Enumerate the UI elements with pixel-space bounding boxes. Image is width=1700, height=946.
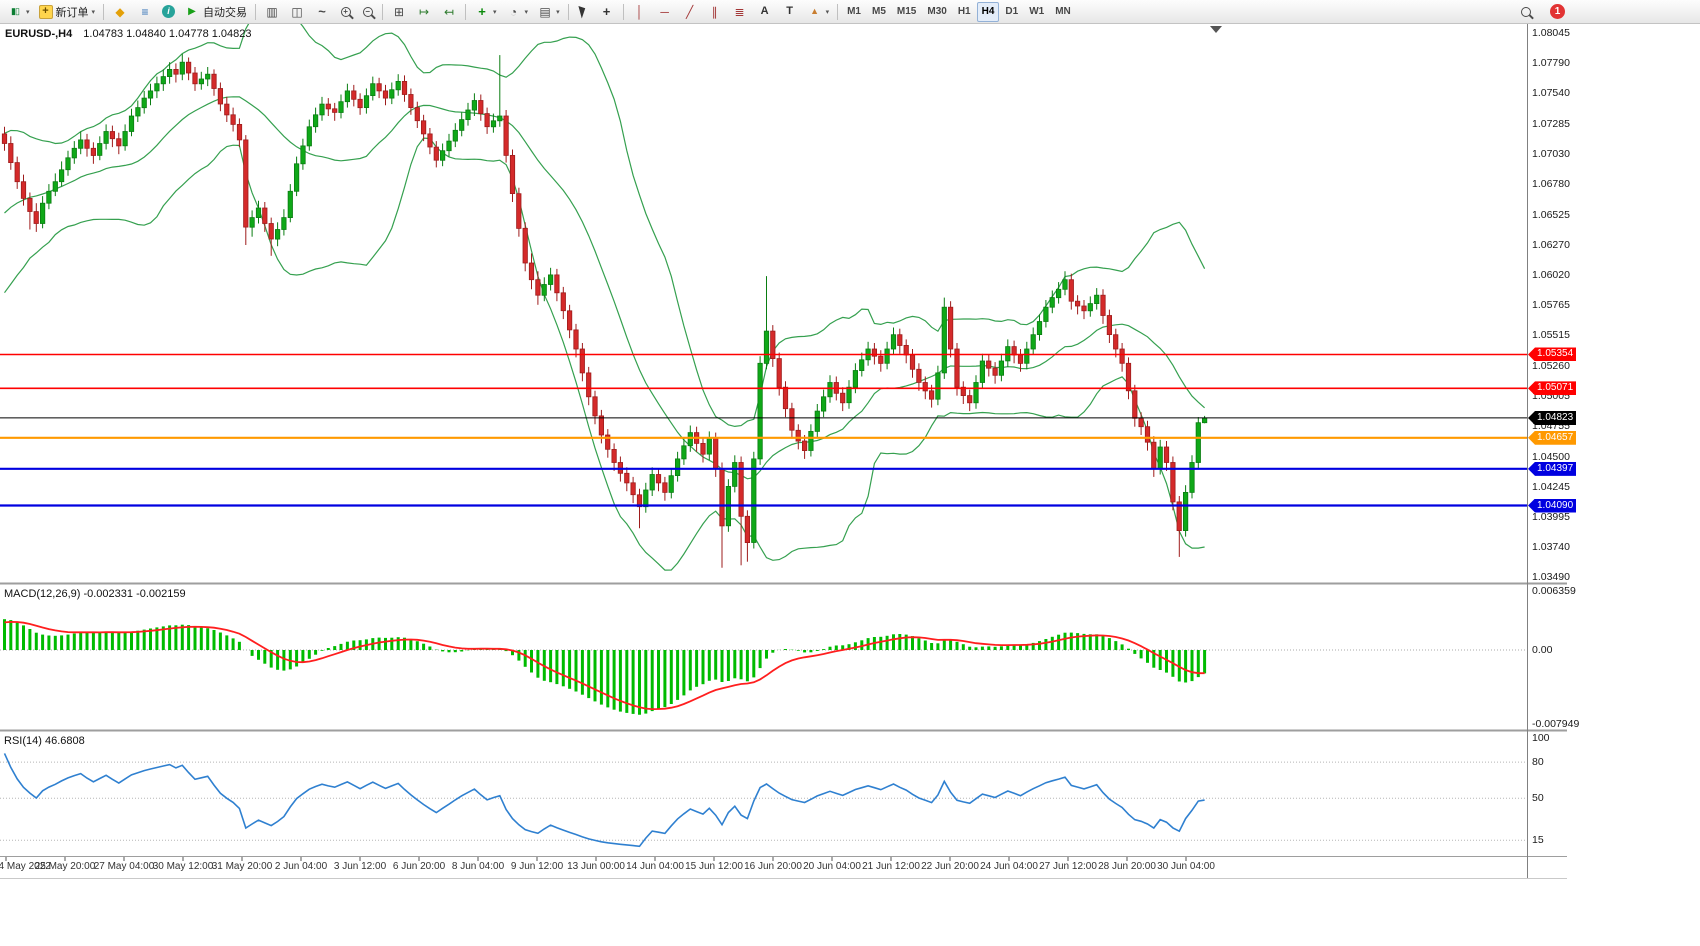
periods-button[interactable]: ◔ ▾ <box>502 2 533 22</box>
timeframe-m1-button[interactable]: M1 <box>847 6 861 17</box>
play-icon: ▶ <box>188 5 196 17</box>
shift-icon: ↤ <box>444 4 455 19</box>
toolbar: ▮▯ ▾ + 新订单 ▾ ◆ ≡ i ▶ 自动交易 ▥ ◫ ~ + − ⊞ ↦ ↤ + ▾ ◔ ▾ ▤ ▾ + │ ─ ╱ ∥ ≣ A T ▲ ▾… <box>0 0 1700 24</box>
timeframe-h4-button[interactable]: H4 <box>976 1 1000 22</box>
charts-dropdown-button[interactable]: ▮▯ ▾ <box>3 2 34 22</box>
text-label-button[interactable]: T <box>778 2 802 22</box>
zoom-in-icon: + <box>340 6 351 17</box>
crosshair-button[interactable]: + <box>595 2 619 22</box>
cursor-button[interactable] <box>573 2 594 22</box>
candles-layer <box>1 53 1208 568</box>
timeframe-m5-button[interactable]: M5 <box>872 6 886 17</box>
text-button[interactable]: A <box>753 2 777 22</box>
vertical-line-button[interactable]: │ <box>628 2 652 22</box>
new-order-button[interactable]: + 新订单 ▾ <box>35 2 100 22</box>
toolbar-separator <box>837 3 839 20</box>
caret-down-icon: ▾ <box>91 8 96 16</box>
notifications-badge[interactable]: 1 <box>1550 4 1565 19</box>
zoom-in-button[interactable]: + <box>335 2 356 22</box>
metaeditor-icon: ◆ <box>115 4 125 19</box>
line-icon: ~ <box>318 4 326 19</box>
indicators-button[interactable]: + ▾ <box>470 2 501 22</box>
price-tag[interactable]: 1.05354 <box>1528 347 1577 362</box>
candle-icon: ◫ <box>291 4 303 19</box>
bars-icon: ▥ <box>266 4 278 19</box>
timeframe-d1-button[interactable]: D1 <box>1005 6 1019 17</box>
channel-icon: ∥ <box>711 4 718 19</box>
templates-button[interactable]: ▤ ▾ <box>533 2 564 22</box>
grid-icon: ⊞ <box>394 4 405 19</box>
autotrading-button-label: 自动交易 <box>203 6 248 19</box>
crosshair-icon: + <box>602 4 611 19</box>
shapes-icon: ▲ <box>810 6 820 16</box>
search-icon <box>1520 6 1531 17</box>
bar-chart-button[interactable]: ▥ <box>260 2 284 22</box>
zoom-out-icon: − <box>362 6 373 17</box>
arrows-dropdown-button[interactable]: ▲ ▾ <box>803 2 834 22</box>
trendline-button[interactable]: ╱ <box>678 2 702 22</box>
caret-down-icon: ▾ <box>556 8 560 16</box>
auto-scroll-button[interactable]: ↦ <box>412 2 436 22</box>
toolbar-separator <box>465 3 467 20</box>
timeframe-m30-button[interactable]: M30 <box>927 6 947 17</box>
text-a-icon: A <box>760 5 769 17</box>
candlestick-chart-button[interactable]: ◫ <box>285 2 309 22</box>
autoscroll-icon: ↦ <box>419 4 430 19</box>
chart-shift-marker[interactable] <box>1210 26 1222 33</box>
caret-down-icon: ▾ <box>26 8 30 16</box>
macd-histogram <box>3 619 1207 715</box>
toolbar-separator <box>255 3 257 20</box>
caret-down-icon: ▾ <box>825 8 830 16</box>
timeframe-mn-button[interactable]: MN <box>1055 6 1071 17</box>
price-tag[interactable]: 1.04657 <box>1528 430 1577 445</box>
text-t-icon: T <box>786 5 793 17</box>
timeframe-h1-button[interactable]: H1 <box>957 6 971 17</box>
data-window-button[interactable]: i <box>158 2 179 22</box>
clock-icon: ◔ <box>509 4 518 19</box>
toolbar-separator <box>103 3 105 20</box>
search-button[interactable] <box>1515 2 1536 22</box>
market-watch-icon: ≡ <box>141 4 149 19</box>
chart-shift-button[interactable]: ↤ <box>437 2 461 22</box>
vline-icon: │ <box>635 4 644 19</box>
autotrading-button[interactable]: ▶ 自动交易 <box>180 2 251 22</box>
market-watch-button[interactable]: ≡ <box>133 2 157 22</box>
tile-windows-button[interactable]: ⊞ <box>387 2 411 22</box>
hline-icon: ─ <box>660 4 669 19</box>
trendline-icon: ╱ <box>685 4 694 19</box>
metaeditor-button[interactable]: ◆ <box>108 2 132 22</box>
toolbar-separator <box>567 3 569 20</box>
horizontal-line-button[interactable]: ─ <box>653 2 677 22</box>
price-tag[interactable]: 1.04823 <box>1528 410 1577 425</box>
cursor-icon <box>578 4 588 19</box>
caret-down-icon: ▾ <box>524 8 529 16</box>
zoom-out-button[interactable]: − <box>357 2 378 22</box>
fibonacci-icon: ≣ <box>734 4 745 19</box>
price-tag[interactable]: 1.05071 <box>1528 381 1577 396</box>
caret-down-icon: ▾ <box>493 8 497 16</box>
template-icon: ▤ <box>539 4 551 19</box>
toolbar-separator <box>622 3 624 20</box>
price-tag[interactable]: 1.04090 <box>1528 498 1577 513</box>
toolbar-right-cluster: 1 <box>1515 2 1565 22</box>
new-order-icon: + <box>38 4 53 19</box>
fibonacci-button[interactable]: ≣ <box>728 2 752 22</box>
new-order-button-label: 新订单 <box>55 6 89 19</box>
line-chart-button[interactable]: ~ <box>310 2 334 22</box>
equidistant-channel-button[interactable]: ∥ <box>703 2 727 22</box>
info-icon: i <box>162 5 176 18</box>
indicator-icon: + <box>478 4 486 19</box>
candles-icon: ▮▯ <box>11 6 20 16</box>
toolbar-separator <box>382 3 384 20</box>
price-tag[interactable]: 1.04397 <box>1528 461 1577 476</box>
timeframe-m15-button[interactable]: M15 <box>896 6 917 17</box>
timeframe-w1-button[interactable]: W1 <box>1029 6 1045 17</box>
